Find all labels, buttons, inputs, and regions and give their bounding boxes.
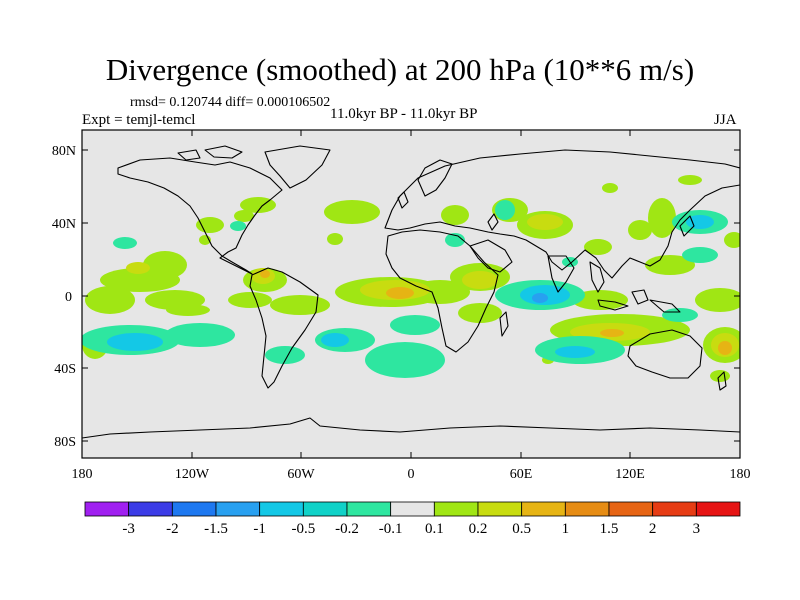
colorbar-labels: -3 -2 -1.5 -1 -0.5 -0.2 -0.1 0.1 0.2 0.5 1 1.5 2 3 xyxy=(122,521,700,537)
colorbar-level-label: 0.2 xyxy=(469,521,488,537)
colorbar-swatch xyxy=(128,501,173,517)
colorbar-swatch xyxy=(433,501,479,517)
colorbar-swatch xyxy=(608,501,654,517)
negative-strong-patches xyxy=(532,293,548,303)
experiment-label: Expt = temjl-temcl xyxy=(82,112,196,128)
colorbar-level-label: -0.2 xyxy=(335,521,359,537)
y-axis-labels: 80N 40N 0 40S 80S xyxy=(52,144,76,450)
colorbar-level-label: -0.5 xyxy=(291,521,315,537)
colorbar-swatch xyxy=(652,501,697,517)
colorbar-swatch xyxy=(84,501,130,517)
x-axis-labels: 180 120W 60W 0 60E 120E 180 xyxy=(72,467,751,482)
y-tick-label: 80S xyxy=(54,435,76,450)
divergence-field xyxy=(82,145,740,439)
colorbar-level-label: 1.5 xyxy=(600,521,619,537)
colorbar-level-label: -3 xyxy=(122,521,135,537)
colorbar-swatch xyxy=(521,501,566,517)
colorbar-swatch xyxy=(346,501,392,517)
plot-title: Divergence (smoothed) at 200 hPa (10**6 … xyxy=(105,52,695,87)
colorbar-swatch xyxy=(259,501,304,517)
colorbar xyxy=(84,501,741,517)
season-label: JJA xyxy=(714,112,737,128)
x-tick-label: 60W xyxy=(287,467,315,482)
colorbar-level-label: 3 xyxy=(693,521,701,537)
x-tick-label: 120E xyxy=(615,467,645,482)
x-tick-label: 180 xyxy=(72,467,93,482)
y-tick-label: 0 xyxy=(65,290,72,305)
x-tick-label: 60E xyxy=(510,467,533,482)
colorbar-level-label: 2 xyxy=(649,521,657,537)
x-tick-label: 0 xyxy=(408,467,415,482)
stats-label: rmsd= 0.120744 diff= 0.000106502 xyxy=(130,95,331,110)
colorbar-swatch xyxy=(390,501,435,517)
colorbar-level-label: -1.5 xyxy=(204,521,228,537)
colorbar-swatch xyxy=(215,501,261,517)
y-tick-label: 40N xyxy=(52,217,76,232)
y-tick-label: 80N xyxy=(52,144,76,159)
colorbar-swatch xyxy=(564,501,610,517)
coastlines xyxy=(82,145,740,439)
colorbar-swatch xyxy=(171,501,217,517)
x-tick-label: 180 xyxy=(730,467,751,482)
colorbar-level-label: -2 xyxy=(166,521,179,537)
tick-marks xyxy=(81,130,741,458)
positive-strong-patches xyxy=(260,270,732,355)
period-label: 11.0kyr BP - 11.0kyr BP xyxy=(330,106,478,122)
colorbar-level-label: 0.1 xyxy=(425,521,444,537)
colorbar-level-label: 0.5 xyxy=(512,521,531,537)
colorbar-level-label: -0.1 xyxy=(379,521,403,537)
colorbar-level-label: -1 xyxy=(253,521,266,537)
y-tick-label: 40S xyxy=(54,362,76,377)
x-tick-label: 120W xyxy=(175,467,210,482)
colorbar-swatch xyxy=(695,501,741,517)
colorbar-swatch xyxy=(302,501,348,517)
colorbar-level-label: 1 xyxy=(562,521,570,537)
colorbar-swatch xyxy=(477,501,523,517)
